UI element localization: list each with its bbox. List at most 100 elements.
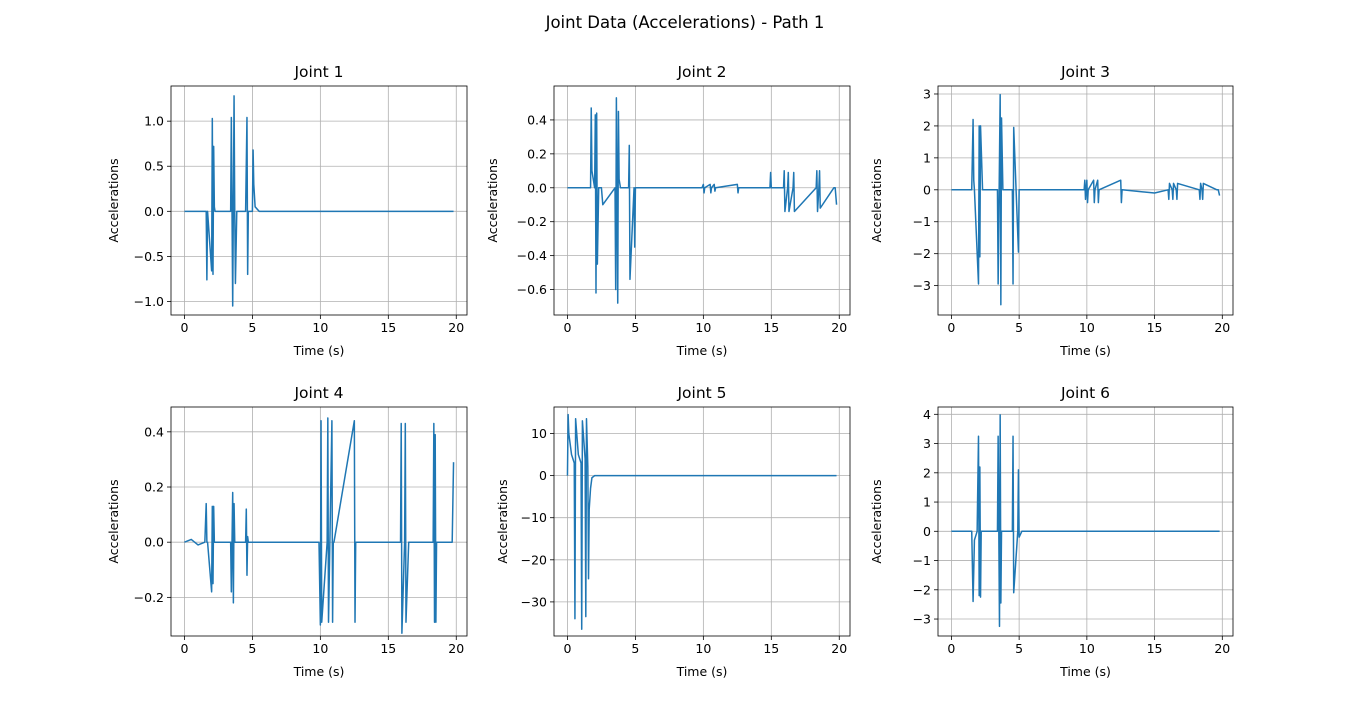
y-tick-label: 0.5 bbox=[144, 159, 164, 174]
subplot-title: Joint 1 bbox=[293, 63, 343, 81]
x-tick-label: 5 bbox=[248, 320, 256, 335]
subplot-joint-6: 0 5 10 15 20 −3 −2 −1 0 1 2 3 4 Joint 6 Time (s) Accele… bbox=[869, 384, 1234, 679]
y-axis-label: Accelerations bbox=[869, 479, 884, 563]
y-tick-label: 2 bbox=[923, 118, 931, 133]
x-tick-label: 0 bbox=[180, 641, 188, 656]
series-line bbox=[566, 413, 837, 631]
y-tick-label: 2 bbox=[923, 465, 931, 480]
grid bbox=[938, 407, 1233, 636]
x-tick-label: 10 bbox=[312, 641, 328, 656]
x-tick-label: 5 bbox=[1015, 641, 1023, 656]
x-tick-label: 0 bbox=[563, 320, 571, 335]
x-tick-label: 10 bbox=[1079, 641, 1095, 656]
grid bbox=[554, 86, 850, 315]
y-tick-label: 0.4 bbox=[527, 112, 547, 127]
y-tick-label: −20 bbox=[521, 552, 547, 567]
x-axis-label: Time (s) bbox=[676, 343, 728, 358]
grid bbox=[171, 86, 467, 315]
x-tick-label: 20 bbox=[1214, 320, 1230, 335]
x-tick-label: 20 bbox=[1214, 641, 1230, 656]
subplot-title: Joint 3 bbox=[1060, 63, 1110, 81]
y-tick-label: 0.2 bbox=[144, 480, 164, 495]
y-tick-label: 0 bbox=[923, 182, 931, 197]
y-tick-label: 1 bbox=[923, 150, 931, 165]
x-tick-label: 20 bbox=[831, 641, 847, 656]
y-axis-label: Accelerations bbox=[495, 479, 510, 563]
y-tick-label: 4 bbox=[923, 407, 931, 422]
series-line bbox=[567, 97, 838, 304]
x-tick-label: 0 bbox=[563, 641, 571, 656]
y-tick-label: −1 bbox=[913, 214, 931, 229]
y-tick-label: 0.0 bbox=[144, 204, 164, 219]
x-tick-label: 10 bbox=[695, 320, 711, 335]
subplot-joint-2: 0 5 10 15 20 −0.6 −0.4 −0.2 0.0 0.2 0.4 Joint 2 Time… bbox=[485, 63, 851, 358]
y-tick-label: −3 bbox=[913, 612, 931, 627]
y-tick-label: 3 bbox=[923, 86, 931, 101]
axes-frame bbox=[170, 406, 468, 637]
y-tick-label: −2 bbox=[913, 246, 931, 261]
figure-title: Joint Data (Accelerations) - Path 1 bbox=[545, 13, 825, 32]
y-tick-label: −0.6 bbox=[517, 282, 547, 297]
grid bbox=[171, 407, 467, 636]
subplot-joint-4: 0 5 10 15 20 −0.2 0.0 0.2 0.4 Joint 4 Time (s) Acce… bbox=[106, 384, 468, 679]
axes-frame bbox=[170, 85, 468, 316]
x-tick-label: 5 bbox=[631, 320, 639, 335]
x-axis-label: Time (s) bbox=[1059, 343, 1111, 358]
x-tick-label: 20 bbox=[448, 320, 464, 335]
x-tick-label: 0 bbox=[180, 320, 188, 335]
x-tick-label: 5 bbox=[248, 641, 256, 656]
axes-frame bbox=[937, 85, 1234, 316]
y-tick-label: 1 bbox=[923, 495, 931, 510]
x-tick-label: 10 bbox=[695, 641, 711, 656]
y-tick-label: 1.0 bbox=[144, 114, 164, 129]
y-axis-label: Accelerations bbox=[869, 158, 884, 242]
y-tick-label: 0.0 bbox=[144, 535, 164, 550]
y-tick-label: 3 bbox=[923, 436, 931, 451]
x-tick-label: 15 bbox=[380, 320, 396, 335]
axes-frame bbox=[553, 406, 851, 637]
y-tick-label: 0 bbox=[539, 468, 547, 483]
y-tick-label: 0.0 bbox=[527, 180, 547, 195]
grid bbox=[554, 407, 850, 636]
subplot-joint-3: 0 5 10 15 20 −3 −2 −1 0 1 2 3 Joint 3 Time (s) Acceler… bbox=[869, 63, 1234, 358]
subplot-title: Joint 6 bbox=[1060, 384, 1110, 402]
y-tick-label: −0.5 bbox=[134, 249, 164, 264]
y-tick-label: 10 bbox=[531, 426, 547, 441]
y-tick-label: −2 bbox=[913, 582, 931, 597]
y-tick-label: −0.4 bbox=[517, 248, 547, 263]
x-tick-label: 20 bbox=[448, 641, 464, 656]
y-tick-label: −0.2 bbox=[517, 214, 547, 229]
axes-frame bbox=[937, 406, 1234, 637]
y-tick-label: −10 bbox=[521, 510, 547, 525]
subplot-title: Joint 5 bbox=[676, 384, 726, 402]
x-tick-label: 10 bbox=[1079, 320, 1095, 335]
subplot-title: Joint 4 bbox=[293, 384, 343, 402]
y-tick-label: −1 bbox=[913, 553, 931, 568]
subplot-title: Joint 2 bbox=[676, 63, 726, 81]
subplot-joint-5: 0 5 10 15 20 −30 −20 −10 0 10 Joint 5 Time (s) Accel… bbox=[495, 384, 851, 679]
y-tick-label: −0.2 bbox=[134, 590, 164, 605]
y-tick-label: 0.4 bbox=[144, 424, 164, 439]
y-axis-label: Accelerations bbox=[106, 479, 121, 563]
x-tick-label: 15 bbox=[1147, 320, 1163, 335]
y-tick-label: −1.0 bbox=[134, 294, 164, 309]
y-tick-label: 0 bbox=[923, 524, 931, 539]
x-tick-label: 5 bbox=[1015, 320, 1023, 335]
x-tick-label: 0 bbox=[947, 320, 955, 335]
x-axis-label: Time (s) bbox=[1059, 664, 1111, 679]
y-tick-label: −30 bbox=[521, 594, 547, 609]
y-axis-label: Accelerations bbox=[106, 158, 121, 242]
x-tick-label: 15 bbox=[763, 320, 779, 335]
axes-frame bbox=[553, 85, 851, 316]
x-tick-label: 5 bbox=[631, 641, 639, 656]
x-axis-label: Time (s) bbox=[676, 664, 728, 679]
series-line bbox=[184, 95, 454, 307]
series-line bbox=[951, 414, 1220, 628]
grid bbox=[938, 86, 1233, 315]
x-tick-label: 20 bbox=[831, 320, 847, 335]
x-tick-label: 15 bbox=[1147, 641, 1163, 656]
x-tick-label: 15 bbox=[763, 641, 779, 656]
x-axis-label: Time (s) bbox=[293, 343, 345, 358]
y-tick-label: −3 bbox=[913, 278, 931, 293]
